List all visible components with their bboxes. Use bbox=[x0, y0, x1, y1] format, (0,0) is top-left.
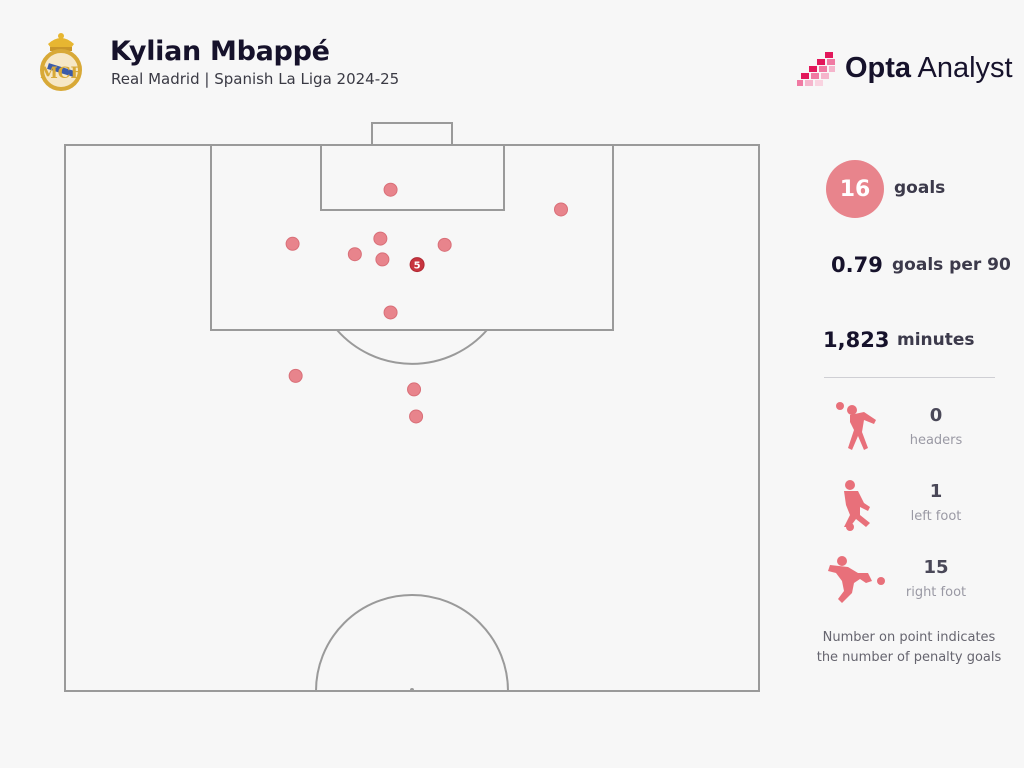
goal-point bbox=[383, 182, 398, 197]
pitch-lines bbox=[64, 122, 760, 692]
goal-point bbox=[407, 382, 422, 397]
goal bbox=[371, 122, 453, 146]
penalty-box bbox=[210, 144, 614, 331]
real-madrid-crest-icon: MCF bbox=[40, 33, 83, 91]
opta-mark-icon bbox=[797, 52, 835, 86]
svg-text:MCF: MCF bbox=[40, 63, 82, 82]
page-subtitle: Real Madrid | Spanish La Liga 2024-25 bbox=[111, 70, 400, 88]
headers-value: 0 bbox=[929, 405, 943, 426]
right-foot-player-icon bbox=[828, 556, 885, 603]
goal-point bbox=[383, 305, 398, 320]
goals-per-90-label: goals per 90 bbox=[892, 255, 1011, 275]
shot-map-pitch: 5 bbox=[64, 122, 760, 692]
centre-circle-arc bbox=[315, 594, 509, 692]
goal-point bbox=[409, 409, 424, 424]
left-foot-label: left foot bbox=[910, 509, 962, 524]
six-yard-box bbox=[320, 144, 505, 211]
header-player-icon bbox=[836, 402, 876, 450]
goal-point bbox=[437, 237, 452, 252]
penalty-count-label: 5 bbox=[414, 261, 421, 272]
right-foot-label: right foot bbox=[905, 585, 967, 600]
brand-wordmark: Opta Analyst bbox=[845, 52, 1013, 84]
headers-label: headers bbox=[909, 433, 963, 448]
goal-point bbox=[554, 202, 569, 217]
goal-point bbox=[347, 247, 362, 262]
page-title: Kylian Mbappé bbox=[110, 36, 330, 67]
stats-divider bbox=[824, 377, 995, 378]
goal-points: 5 bbox=[285, 182, 569, 424]
centre-spot bbox=[410, 688, 414, 692]
goal-point bbox=[285, 236, 300, 251]
minutes-value: 1,823 bbox=[823, 328, 890, 352]
right-foot-value: 15 bbox=[923, 557, 949, 578]
penalty-goal-point bbox=[409, 257, 425, 273]
goals-per-90-value: 0.79 bbox=[831, 253, 883, 277]
goal-point bbox=[288, 368, 303, 383]
penalty-arc bbox=[336, 329, 488, 365]
goal-point bbox=[375, 252, 390, 267]
left-foot-player-icon bbox=[844, 480, 870, 531]
penalty-footnote: Number on point indicates the number of … bbox=[816, 630, 1002, 665]
minutes-label: minutes bbox=[897, 330, 975, 350]
left-foot-value: 1 bbox=[929, 481, 943, 502]
goals-count-badge: 16 bbox=[826, 160, 884, 218]
goals-label: goals bbox=[894, 178, 946, 198]
goal-point bbox=[373, 231, 388, 246]
